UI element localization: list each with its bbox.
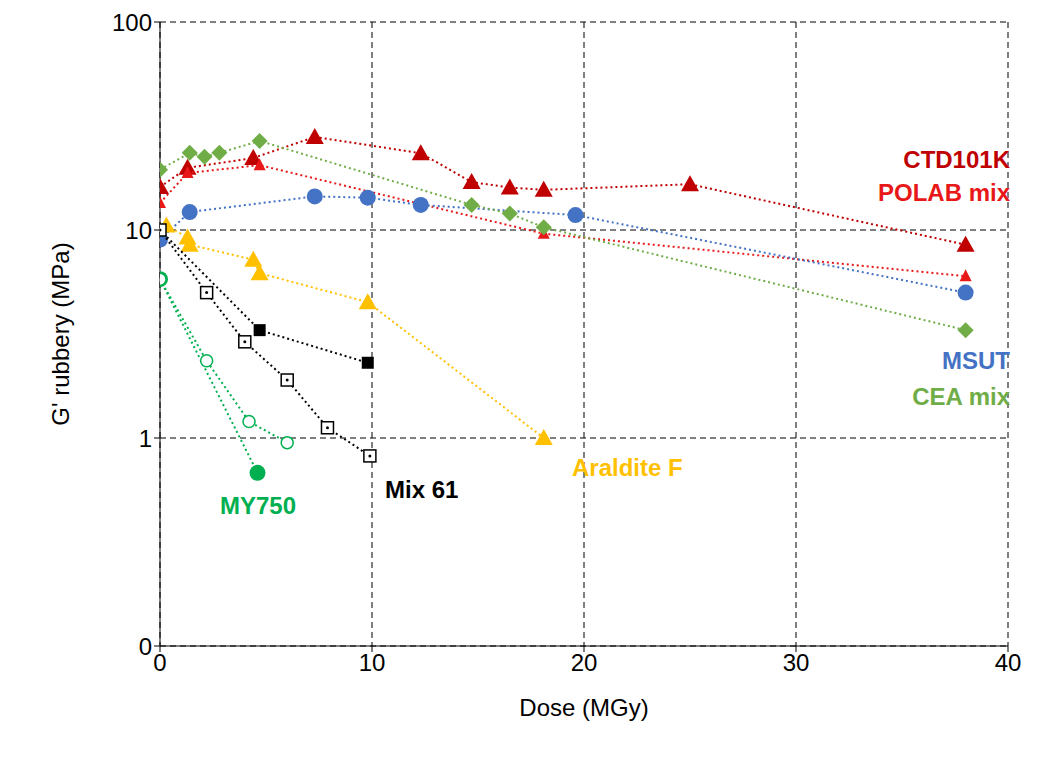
svg-text:G' rubbery (MPa): G' rubbery (MPa) [47,242,74,425]
html-text:MSUT: MSUT [942,347,1010,374]
html-text:Araldite F: Araldite F [572,454,683,481]
svg-text:0: 0 [153,649,166,676]
html-text:CEA mix: CEA mix [912,383,1010,410]
svg-text:100: 100 [112,9,152,36]
svg-text:1: 1 [139,425,152,452]
html-text:POLAB mix: POLAB mix [878,179,1010,206]
svg-text:20: 20 [571,649,598,676]
html-text:CTD101K: CTD101K [903,146,1010,173]
html-text:Mix 61: Mix 61 [385,476,459,503]
svg-text:Dose (MGy): Dose (MGy) [519,694,648,721]
svg-text:30: 30 [783,649,810,676]
html-text:MY750: MY750 [220,492,296,519]
svg-text:40: 40 [995,649,1022,676]
svg-text:0: 0 [139,633,152,660]
svg-text:10: 10 [125,217,152,244]
svg-text:10: 10 [359,649,386,676]
